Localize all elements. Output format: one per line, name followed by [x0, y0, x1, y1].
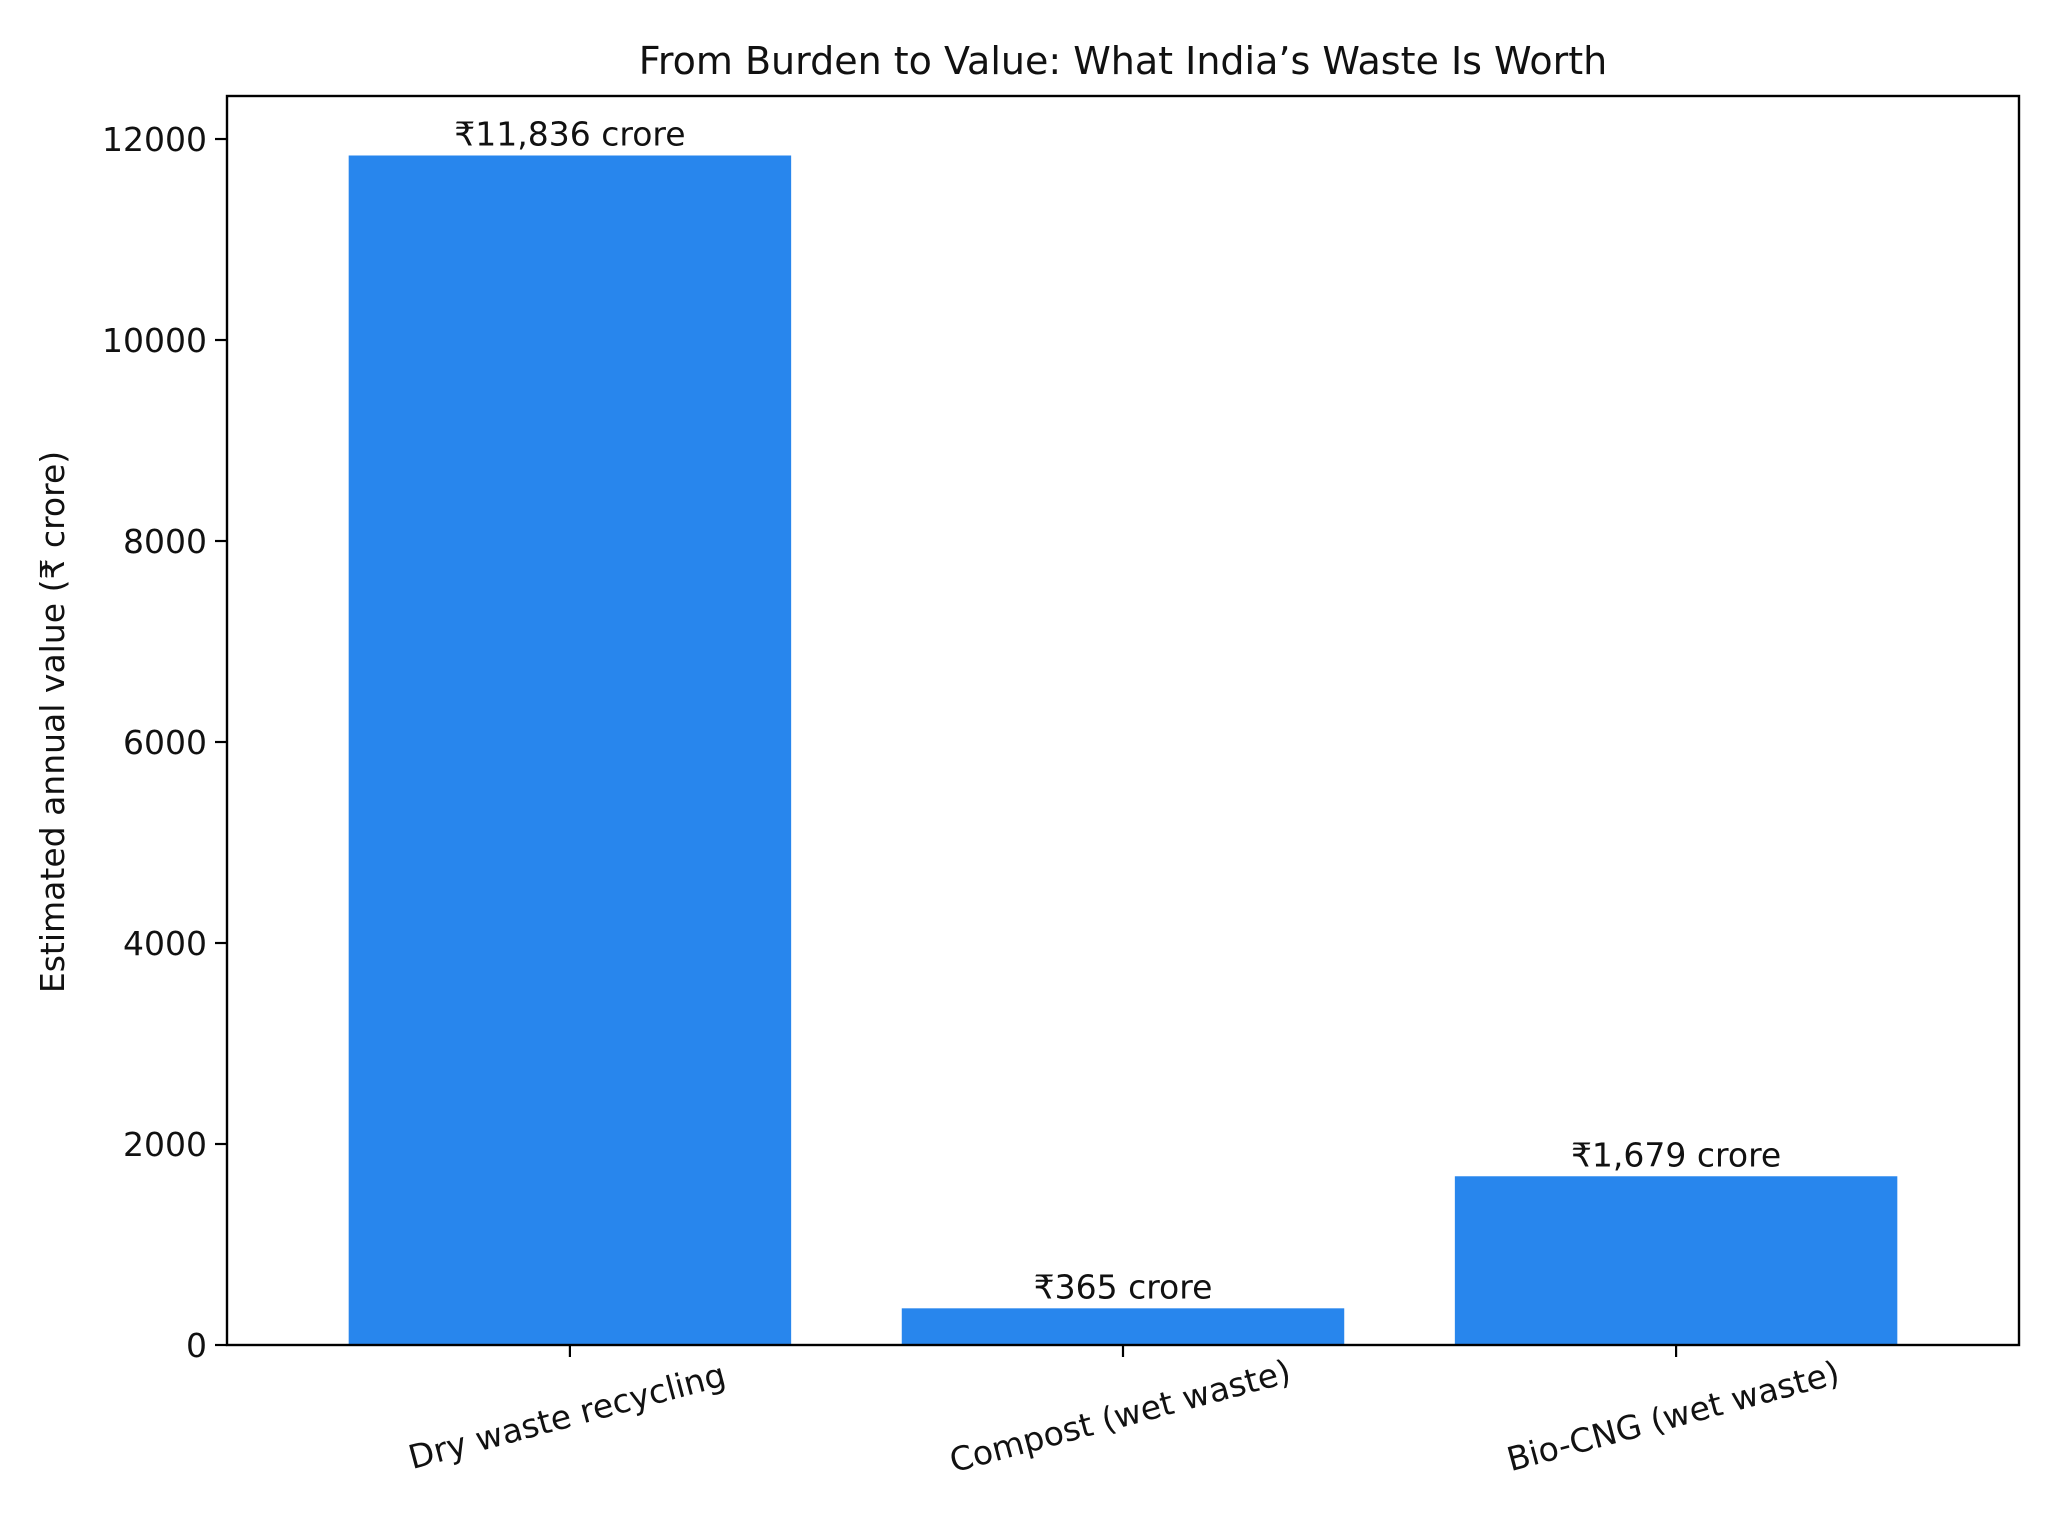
bars-layer	[348, 155, 1898, 1345]
y-tick-label-5: 10000	[102, 321, 207, 360]
y-tick-label-2: 4000	[123, 924, 207, 963]
y-tick-label-0: 0	[186, 1326, 207, 1365]
y-tick-label-4: 8000	[123, 522, 207, 561]
bar-value-label-0: ₹11,836 crore	[454, 114, 685, 153]
y-axis-ticks: 0 2000 4000 6000 8000 10000 12000	[102, 120, 227, 1365]
y-axis-label: Estimated annual value (₹ crore)	[33, 451, 72, 993]
x-tick-label-0: Dry waste recycling	[404, 1355, 729, 1477]
plot-frame	[225, 94, 2021, 1347]
bar-labels-layer: ₹11,836 crore ₹365 crore ₹1,679 crore	[454, 114, 1781, 1306]
y-tick-label-3: 6000	[123, 723, 207, 762]
bar-value-label-2: ₹1,679 crore	[1571, 1135, 1781, 1174]
y-tick-label-6: 12000	[102, 120, 207, 159]
bar-2	[1454, 1176, 1898, 1345]
bar-1	[901, 1308, 1345, 1345]
x-axis-ticks: Dry waste recycling Compost (wet waste) Bi…	[404, 1345, 1844, 1481]
x-tick-label-1: Compost (wet waste)	[945, 1352, 1294, 1481]
bar-0	[348, 155, 792, 1345]
x-tick-label-2: Bio-CNG (wet waste)	[1503, 1353, 1844, 1479]
bar-value-label-1: ₹365 crore	[1034, 1267, 1213, 1306]
chart-title: From Burden to Value: What India’s Waste…	[639, 39, 1607, 83]
y-tick-label-1: 2000	[123, 1125, 207, 1164]
